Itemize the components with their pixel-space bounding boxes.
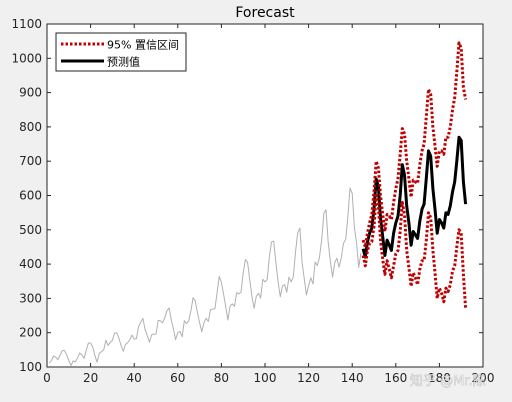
x-tick-label: 40 xyxy=(127,371,142,385)
x-tick-label: 60 xyxy=(170,371,185,385)
y-tick-label: 100 xyxy=(19,360,42,374)
y-tick-label: 900 xyxy=(19,86,42,100)
x-tick-label: 100 xyxy=(254,371,277,385)
legend-label-ci: 95% 置信区间 xyxy=(107,39,179,52)
y-tick-label: 600 xyxy=(19,189,42,203)
plot-area xyxy=(46,23,484,368)
x-tick-label: 120 xyxy=(297,371,320,385)
series-layer xyxy=(48,41,468,367)
y-tick-label: 700 xyxy=(19,154,42,168)
legend-box xyxy=(55,32,187,72)
x-tick-label: 160 xyxy=(384,371,407,385)
series-history xyxy=(48,187,362,367)
legend-label-forecast: 预测值 xyxy=(107,56,140,69)
watermark: 知乎 @Mr.陈 xyxy=(410,373,486,389)
x-tick-label: 180 xyxy=(428,371,451,385)
x-tick-label: 200 xyxy=(472,371,495,385)
y-tick-label: 300 xyxy=(19,291,42,305)
y-tick-label: 400 xyxy=(19,257,42,271)
chart-title: Forecast xyxy=(235,5,295,21)
y-tick-label: 200 xyxy=(19,326,42,340)
series-ci_upper xyxy=(361,41,468,249)
y-tick-label: 500 xyxy=(19,223,42,237)
x-tick-label: 80 xyxy=(214,371,229,385)
y-tick-label: 1100 xyxy=(11,17,42,31)
legend: 95% 置信区间 预测值 xyxy=(55,32,187,72)
y-axis: 100 200 300 400 500 600 700 800 900 1000 1100 xyxy=(11,17,483,374)
series-ci_lower xyxy=(361,194,468,309)
x-axis: 0 20 40 60 80 100 120 140 160 180 200 xyxy=(43,24,494,385)
y-tick-label: 1000 xyxy=(11,51,42,65)
x-tick-label: 140 xyxy=(341,371,364,385)
x-tick-label: 20 xyxy=(83,371,98,385)
x-tick-label: 0 xyxy=(43,371,51,385)
y-tick-label: 800 xyxy=(19,120,42,134)
